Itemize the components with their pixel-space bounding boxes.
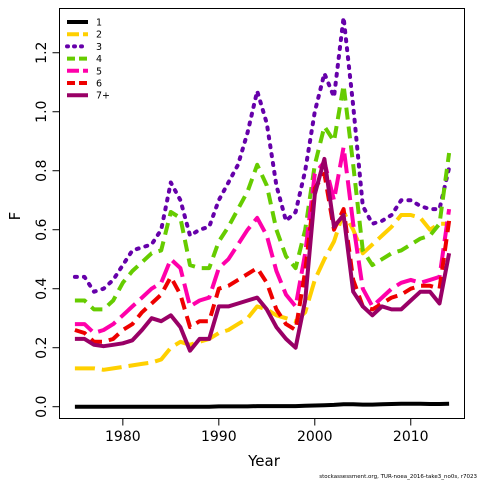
legend-label-7: 7+ — [96, 91, 110, 102]
x-tick-label: 1990 — [201, 429, 237, 445]
footer-credit: stockassessment.org, TUR-noea_2016-take3… — [319, 474, 477, 480]
y-tick-label: 0.4 — [34, 277, 50, 299]
legend-label-6: 6 — [96, 79, 102, 90]
legend-label-5: 5 — [96, 66, 102, 77]
y-tick-label: 0.6 — [34, 218, 50, 240]
legend-label-2: 2 — [96, 30, 102, 41]
y-tick-label: 0.0 — [34, 396, 50, 418]
legend-label-1: 1 — [96, 18, 102, 29]
y-tick-label: 0.2 — [34, 337, 50, 359]
x-tick-label: 2000 — [297, 429, 333, 445]
series-line-3 — [72, 15, 452, 294]
x-axis-title: Year — [247, 452, 281, 470]
series-line-1 — [74, 401, 450, 409]
y-tick-label: 1.0 — [34, 101, 50, 123]
legend-label-3: 3 — [96, 42, 102, 53]
y-tick-label: 0.8 — [34, 160, 50, 182]
series-line-5 — [74, 145, 452, 335]
y-axis: 0.0 0.2 0.4 0.6 0.8 1.0 1.2 — [34, 42, 60, 418]
series-line-4 — [74, 83, 452, 312]
series-line-2 — [74, 210, 450, 372]
x-axis: 1980 1990 2000 2010 — [105, 418, 429, 445]
series-line-7 — [74, 156, 452, 353]
y-axis-title: F — [6, 212, 24, 221]
x-tick-label: 1980 — [105, 429, 141, 445]
series-line-6 — [74, 171, 452, 344]
legend-label-4: 4 — [96, 54, 102, 65]
x-tick-label: 2010 — [393, 429, 429, 445]
series-layer — [72, 15, 452, 409]
y-tick-label: 1.2 — [34, 42, 50, 64]
